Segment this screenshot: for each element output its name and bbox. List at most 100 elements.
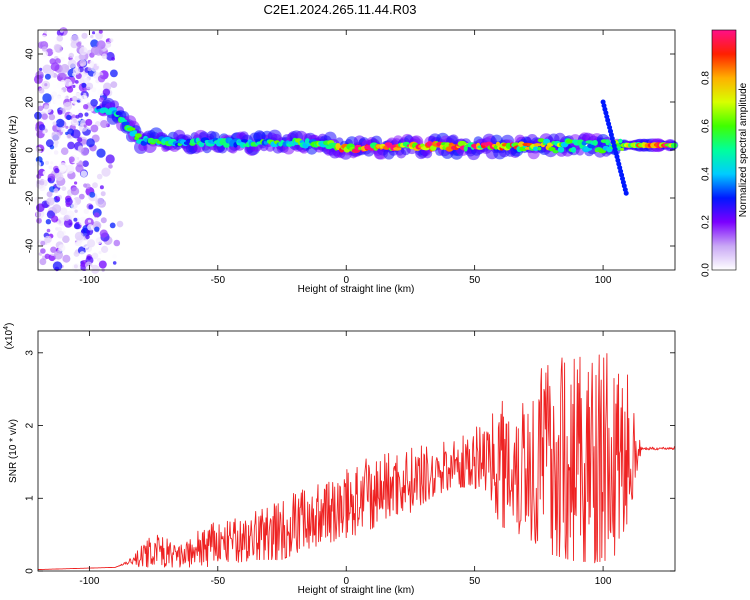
x-tick-label: -50 bbox=[211, 576, 226, 587]
chart-title: C2E1.2024.265.11.44.R03 bbox=[264, 2, 417, 17]
noise-blob bbox=[51, 215, 59, 223]
noise-blob bbox=[99, 185, 104, 190]
ridge-cell bbox=[463, 145, 468, 152]
ridge-halo bbox=[575, 147, 585, 156]
noise-blob bbox=[96, 257, 101, 262]
noise-blob bbox=[36, 217, 42, 224]
noise-blob bbox=[44, 83, 48, 87]
noise-blob bbox=[102, 88, 111, 97]
y-tick-label: -40 bbox=[25, 238, 36, 253]
noise-blob bbox=[94, 29, 99, 34]
ridge-cell bbox=[420, 143, 425, 148]
noise-blob bbox=[45, 160, 50, 165]
x-tick-label: 50 bbox=[469, 576, 481, 587]
bottom-x-axis: -100 -50 0 50 100 bbox=[79, 331, 612, 587]
noise-blob bbox=[83, 104, 89, 110]
noise-blob bbox=[111, 56, 115, 61]
ridge-cell bbox=[163, 136, 171, 142]
bottom-y-scale-label: (x104) bbox=[3, 323, 15, 350]
noise-blob bbox=[39, 67, 43, 71]
noise-blob bbox=[53, 188, 59, 194]
noise-blob bbox=[112, 254, 117, 259]
noise-region bbox=[33, 27, 124, 274]
noise-blob bbox=[109, 222, 116, 229]
ridge-cell bbox=[426, 141, 433, 147]
ridge-cell bbox=[121, 121, 130, 126]
noise-blob bbox=[90, 34, 94, 39]
colorbar-gradient bbox=[711, 29, 737, 271]
noise-blob bbox=[36, 203, 45, 212]
side-lobe bbox=[623, 190, 629, 196]
noise-blob bbox=[90, 264, 100, 274]
ridge-cell bbox=[126, 127, 136, 131]
noise-blob bbox=[85, 82, 94, 90]
noise-blob bbox=[41, 113, 48, 120]
noise-blob bbox=[62, 235, 70, 243]
noise-blob bbox=[101, 245, 109, 253]
colorbar-tick-label: 0.0 bbox=[701, 263, 712, 277]
noise-blob bbox=[53, 43, 61, 51]
noise-blob bbox=[81, 32, 88, 39]
noise-blob bbox=[49, 58, 56, 65]
noise-blob bbox=[96, 148, 106, 158]
noise-blob bbox=[81, 82, 87, 88]
noise-blob bbox=[52, 49, 56, 53]
noise-blob bbox=[55, 172, 64, 181]
noise-blob bbox=[63, 219, 73, 228]
y-tick-label: 20 bbox=[25, 96, 36, 108]
noise-blob bbox=[72, 72, 77, 77]
colorbar-tick-label: 0.6 bbox=[701, 119, 712, 133]
y-tick-label: 0 bbox=[25, 568, 36, 574]
ridge-cell bbox=[537, 146, 542, 151]
top-y-axis: -40 -20 0 20 40 bbox=[25, 48, 675, 253]
noise-blob bbox=[95, 237, 103, 245]
noise-blob bbox=[88, 204, 94, 210]
noise-blob bbox=[94, 47, 103, 56]
noise-blob bbox=[100, 120, 109, 128]
ridge-cell bbox=[115, 111, 122, 116]
noise-blob bbox=[87, 219, 92, 223]
snr-series-line bbox=[38, 353, 676, 570]
noise-blob bbox=[57, 72, 67, 82]
noise-blob bbox=[81, 241, 85, 245]
noise-blob bbox=[71, 95, 78, 102]
noise-blob bbox=[96, 40, 106, 50]
noise-blob bbox=[82, 160, 89, 167]
noise-blob bbox=[48, 165, 53, 170]
noise-blob bbox=[92, 182, 98, 189]
noise-blob bbox=[50, 62, 60, 72]
noise-blob bbox=[53, 95, 63, 105]
noise-blob bbox=[36, 180, 41, 184]
noise-blob bbox=[90, 124, 99, 133]
noise-blob bbox=[41, 50, 49, 58]
noise-blob bbox=[89, 191, 96, 198]
noise-blob bbox=[110, 81, 118, 88]
noise-blob bbox=[112, 261, 117, 265]
noise-blob bbox=[95, 197, 105, 207]
noise-blob bbox=[67, 128, 75, 136]
ridge-cell bbox=[557, 146, 565, 153]
x-tick-label: -50 bbox=[211, 275, 226, 286]
noise-blob bbox=[54, 250, 63, 260]
noise-blob bbox=[60, 128, 65, 133]
noise-blob bbox=[79, 251, 86, 257]
snr-plot-area bbox=[38, 331, 675, 571]
noise-blob bbox=[60, 147, 69, 155]
snr-panel: -100 -50 0 50 100 0 1 2 3 Height of straight li… bbox=[3, 323, 676, 596]
noise-blob bbox=[65, 202, 71, 208]
noise-blob bbox=[40, 240, 46, 246]
noise-blob bbox=[101, 167, 111, 177]
noise-blob bbox=[85, 118, 93, 126]
y-tick-label: 3 bbox=[25, 350, 36, 356]
noise-blob bbox=[46, 149, 52, 155]
noise-blob bbox=[79, 78, 85, 84]
ridge-cell bbox=[239, 142, 246, 148]
noise-blob bbox=[37, 105, 44, 112]
noise-blob bbox=[98, 251, 102, 255]
noise-blob bbox=[100, 217, 107, 224]
bottom-y-axis-label: SNR (10 * v/v) bbox=[8, 419, 19, 483]
noise-blob bbox=[63, 101, 73, 111]
noise-blob bbox=[52, 84, 58, 90]
noise-blob bbox=[57, 109, 63, 115]
noise-blob bbox=[85, 234, 90, 240]
